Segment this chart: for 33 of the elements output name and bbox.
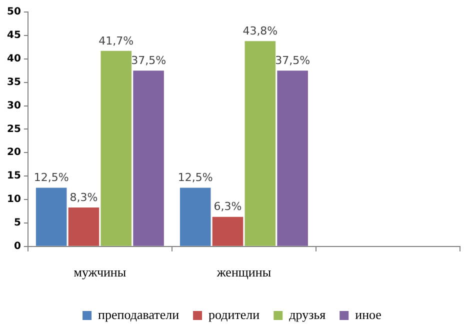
legend-label: преподаватели (98, 306, 180, 322)
y-tick-label: 10 (6, 194, 21, 206)
bar (100, 50, 132, 246)
bar (133, 70, 164, 246)
y-tick-label: 30 (6, 100, 21, 112)
y-tick-label: 20 (6, 147, 21, 158)
data-label: 43,8% (242, 24, 278, 38)
bar (36, 188, 67, 246)
data-label: 8,3% (70, 190, 98, 204)
legend-label: иное (355, 306, 382, 322)
bar (180, 188, 211, 246)
y-tick-label: 15 (6, 170, 21, 182)
y-tick-label: 40 (6, 53, 21, 64)
bar (244, 41, 276, 246)
x-tick-label: мужчины (74, 264, 126, 280)
data-label: 6,3% (214, 200, 242, 214)
y-tick-label: 50 (6, 6, 21, 18)
bar (212, 216, 244, 246)
data-label: 12,5% (178, 171, 213, 184)
x-tick-label: женщины (216, 264, 272, 280)
data-label: 37,5% (131, 54, 166, 67)
bar (277, 70, 308, 246)
data-label: 37,5% (275, 54, 310, 67)
y-tick-label: 0 (14, 240, 21, 252)
data-label: 41,7% (98, 34, 134, 48)
y-tick-label: 25 (6, 124, 21, 135)
y-tick-label: 5 (14, 218, 21, 229)
data-label: 12,5% (34, 171, 69, 184)
y-tick-label: 45 (6, 30, 21, 42)
y-tick-label: 35 (6, 76, 21, 88)
legend-label: родители (208, 306, 260, 322)
legend-label: друзья (289, 306, 326, 322)
bar (68, 207, 100, 246)
